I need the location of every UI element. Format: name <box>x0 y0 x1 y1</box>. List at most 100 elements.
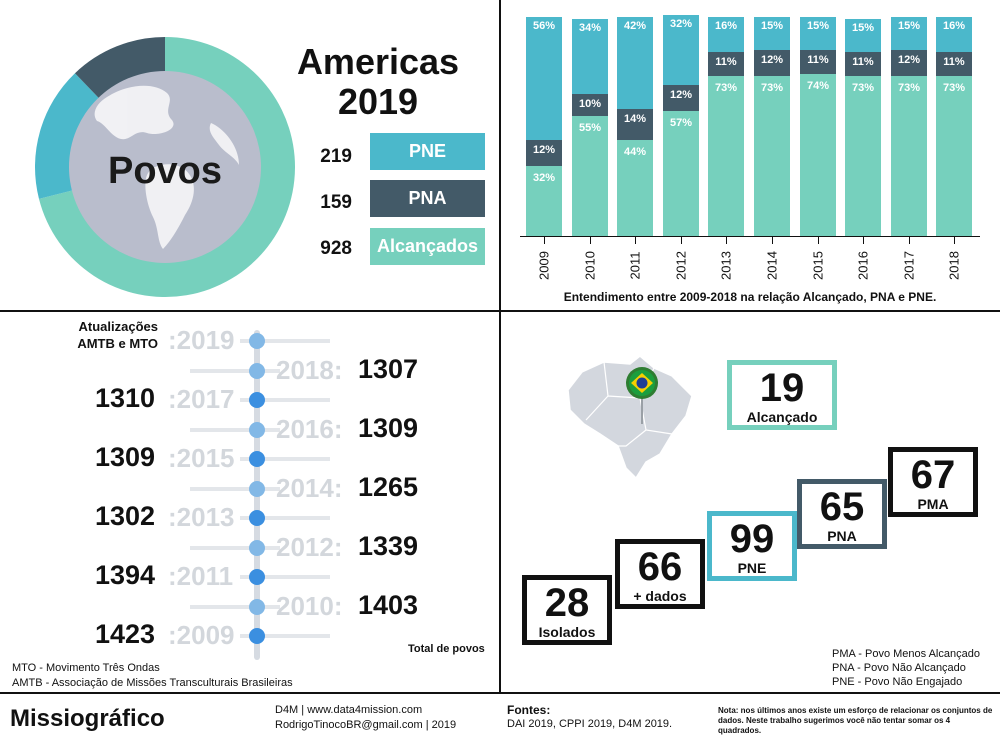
bar-data-label: 56% <box>532 20 556 32</box>
x-tick-label: 2017 <box>901 251 917 280</box>
bar-segment <box>526 139 562 166</box>
bar-segment <box>845 52 881 77</box>
x-tick-label: 2014 <box>764 251 780 280</box>
x-tick-label: 2018 <box>946 251 962 280</box>
box-mais-dados: 66 + dados <box>615 539 705 609</box>
timeline-dot <box>249 363 265 379</box>
timeline-year: :2009 <box>168 620 235 650</box>
timeline-connector <box>190 605 280 609</box>
legend-value-alcancados: 928 <box>320 238 352 259</box>
brand-logo: Missiográfico <box>10 705 165 732</box>
footer-contact: RodrigoTinocoBR@gmail.com | 2019 <box>275 719 457 731</box>
box-pna-value: 65 <box>819 485 865 529</box>
bar-segment <box>845 76 881 236</box>
timeline-connector <box>190 487 280 491</box>
bar-segment <box>572 93 608 116</box>
bar-data-label: 12% <box>669 88 693 101</box>
bar-data-label: 11% <box>943 56 965 69</box>
x-tick-label: 2010 <box>582 251 598 280</box>
timeline-year: :2017 <box>168 384 235 414</box>
box-alcancado-value: 19 <box>759 366 805 410</box>
bar-data-label: 57% <box>669 117 693 130</box>
x-axis-tick <box>590 236 591 244</box>
footer-divider <box>0 692 1000 694</box>
bar-segment <box>708 17 744 53</box>
bar-data-label: 15% <box>806 20 830 32</box>
bar-data-label: 74% <box>806 79 830 92</box>
donut-center-label: Povos <box>107 150 223 192</box>
x-axis-tick <box>726 236 727 244</box>
x-axis-tick <box>635 236 636 244</box>
x-tick-label: 2009 <box>536 251 552 280</box>
timeline-dot <box>249 392 265 408</box>
bar-segment <box>800 73 836 236</box>
timeline-year: 2014: <box>276 473 343 503</box>
timeline-value: 1309 <box>358 413 419 443</box>
timeline-connector <box>190 369 280 373</box>
timeline-year: 2016: <box>276 414 343 444</box>
bar-data-label: 55% <box>578 121 602 134</box>
legend-value-pne: 219 <box>320 146 352 167</box>
footer-sources-title: Fontes: <box>507 703 551 717</box>
timeline-connector <box>240 516 330 520</box>
bar-segment <box>663 111 699 236</box>
bar-segment <box>617 139 653 236</box>
bar-data-label: 12% <box>532 143 556 156</box>
bar-data-label: 73% <box>760 82 784 95</box>
timeline-value: 1423 <box>95 619 156 649</box>
bar-segment <box>754 76 790 236</box>
bar-segment <box>891 76 927 236</box>
box-pma-value: 67 <box>910 453 956 497</box>
timeline-value: 1307 <box>358 354 419 384</box>
timeline-year: 2018: <box>276 355 343 385</box>
bar-segment <box>936 76 972 236</box>
timeline-connector <box>190 428 280 432</box>
abbr-pma: PMA - Povo Menos Alcançado <box>832 648 980 660</box>
timeline-year: :2015 <box>168 443 235 473</box>
timeline-dot <box>249 451 265 467</box>
bar-data-label: 44% <box>623 145 647 158</box>
footer-note: Nota: nos últimos anos existe um esforço… <box>718 706 993 735</box>
timeline-dot <box>249 599 265 615</box>
bar-data-label: 15% <box>760 20 784 32</box>
timeline-value: 1403 <box>358 590 419 620</box>
total-povos-label: Total de povos <box>408 643 485 655</box>
box-isolados: 28 Isolados <box>522 575 612 645</box>
box-pma: 67 PMA <box>888 447 978 517</box>
box-pne-value: 99 <box>729 517 775 561</box>
bar-segment <box>617 17 653 109</box>
legend-box-pna: PNA <box>370 180 485 217</box>
bar-data-label: 12% <box>760 53 784 66</box>
timeline-value: 1302 <box>95 501 156 531</box>
bar-data-label: 11% <box>807 53 829 66</box>
bar-segment <box>663 14 699 85</box>
timeline-year: 2012: <box>276 532 343 562</box>
timeline-connector <box>240 339 330 343</box>
x-tick-label: 2016 <box>855 251 871 280</box>
bar-data-label: 73% <box>897 82 921 95</box>
bar-segment <box>708 76 744 236</box>
box-isolados-value: 28 <box>544 581 590 625</box>
timeline-dot <box>249 481 265 497</box>
legend-box-alcancados: Alcançados <box>370 228 485 265</box>
bar-data-label: 11% <box>715 56 737 69</box>
timeline-dot <box>249 333 265 349</box>
bar-segment <box>800 17 836 50</box>
chart-x-axis <box>520 236 980 237</box>
bar-segment <box>617 108 653 140</box>
timeline-year: 2010: <box>276 591 343 621</box>
bar-segment <box>526 165 562 236</box>
bar-segment <box>526 17 562 140</box>
bar-data-label: 15% <box>897 20 921 32</box>
timeline-value: 1310 <box>95 383 156 413</box>
box-alcancado-label: Alcançado <box>746 409 818 425</box>
timeline-connector <box>240 575 330 579</box>
box-pna-label: PNA <box>827 528 857 544</box>
timeline-dot <box>249 540 265 556</box>
timeline-year: :2013 <box>168 502 235 532</box>
bar-data-label: 14% <box>623 112 647 125</box>
timeline-value: 1265 <box>358 472 419 502</box>
bar-segment <box>754 17 790 50</box>
x-axis-tick <box>772 236 773 244</box>
legend-value-pna: 159 <box>320 192 352 213</box>
